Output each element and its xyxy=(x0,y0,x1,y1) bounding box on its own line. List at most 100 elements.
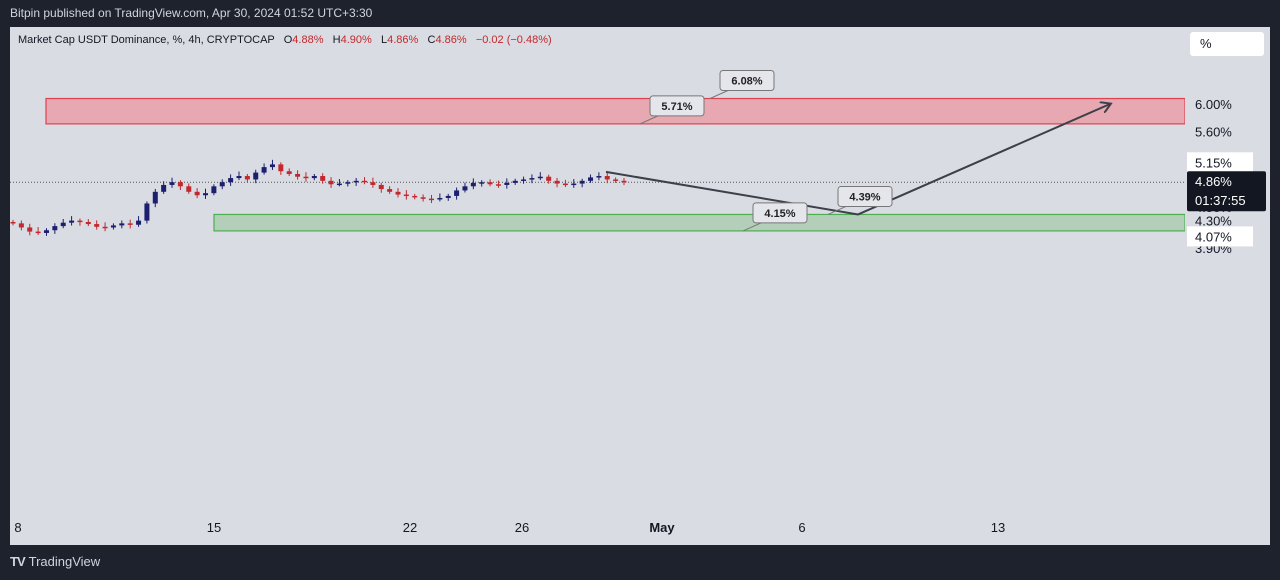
current-price-badge xyxy=(1187,171,1266,212)
candle-body xyxy=(537,176,543,179)
open-value: 4.88% xyxy=(292,34,324,46)
candle-body xyxy=(203,193,209,196)
projection-arrow xyxy=(605,104,1110,216)
candle-body xyxy=(554,180,560,184)
footer: TV TradingView xyxy=(0,545,1280,580)
candle-body xyxy=(43,230,49,233)
callout-box xyxy=(837,185,893,207)
candle-body xyxy=(52,226,58,231)
candle-body xyxy=(320,176,326,181)
current-price-value: 4.86% xyxy=(1195,174,1232,189)
x-tick-label: 8 xyxy=(14,520,21,535)
candle-body xyxy=(353,180,359,183)
callout-pointer xyxy=(742,222,762,232)
candle-body xyxy=(504,182,510,185)
low-label: L xyxy=(381,34,388,46)
candle-body xyxy=(18,223,24,228)
open-label: O xyxy=(283,34,293,46)
symbol-name: Market Cap USDT Dominance, %, 4h, CRYPTO… xyxy=(18,34,275,46)
candle-body xyxy=(437,197,443,200)
candle-body xyxy=(278,164,284,172)
x-tick-label: 22 xyxy=(403,520,417,535)
candle-body xyxy=(362,180,368,183)
candle-body xyxy=(303,176,309,179)
candle-body xyxy=(328,180,334,185)
candle-body xyxy=(596,176,602,178)
x-tick-label: 6 xyxy=(798,520,805,535)
candle-body xyxy=(412,195,418,198)
tradingview-brand[interactable]: TV TradingView xyxy=(10,554,100,569)
candle-body xyxy=(571,183,577,186)
price-axis[interactable]: 6.00%5.60%4.50%4.30%3.90%High5.15%Low4.0… xyxy=(1185,27,1270,545)
y-tick-label: 5.60% xyxy=(1195,124,1232,139)
publish-header: Bitpin published on TradingView.com, Apr… xyxy=(0,0,1280,27)
candle-body xyxy=(336,183,342,186)
candle-body xyxy=(420,197,426,199)
candle-body xyxy=(403,194,409,197)
y-tick-label: 4.30% xyxy=(1195,214,1232,229)
candle-body xyxy=(588,177,594,181)
candle-body xyxy=(228,178,234,183)
callout-label: 5.71% xyxy=(661,101,692,113)
low-marker-value: 4.07% xyxy=(1195,229,1232,244)
candle-body xyxy=(479,182,485,184)
candle-body xyxy=(613,179,619,181)
callout-label: 6.08% xyxy=(731,76,762,88)
candle-body xyxy=(604,176,610,180)
x-tick-label: 13 xyxy=(991,520,1005,535)
candle-body xyxy=(579,180,585,184)
candle-body xyxy=(521,179,527,181)
brand-name: TradingView xyxy=(28,554,101,569)
callout-pointer xyxy=(709,90,729,99)
candle-body xyxy=(144,203,150,221)
high-marker-value: 5.15% xyxy=(1195,155,1232,170)
candle-body xyxy=(35,231,41,234)
tradingview-logo-icon: TV xyxy=(10,554,26,569)
candle-body xyxy=(27,227,33,232)
candle-body xyxy=(621,180,627,183)
percent-scale-button[interactable]: % xyxy=(1190,32,1264,56)
candle-body xyxy=(261,167,267,173)
candle-body xyxy=(244,176,250,180)
candle-body xyxy=(219,182,225,187)
candle-body xyxy=(152,191,158,204)
candle-body xyxy=(546,176,552,181)
candle-body xyxy=(295,173,301,177)
candle-body xyxy=(445,195,451,198)
publish-info: Bitpin published on TradingView.com, Apr… xyxy=(10,6,373,20)
candle-body xyxy=(85,221,91,225)
candle-body xyxy=(487,182,493,185)
low-marker-value-bg xyxy=(1187,226,1253,247)
candle-body xyxy=(186,186,192,192)
price-chart[interactable]: 6.08% 5.71% 4.39% 4.15% 8 15 22 26 May 6 13 xyxy=(10,27,1185,545)
candle-body xyxy=(236,176,242,179)
candle-body xyxy=(462,186,468,191)
y-tick-label: 6.00% xyxy=(1195,97,1232,112)
candle-body xyxy=(253,172,259,180)
candle-body xyxy=(194,191,200,196)
candle-body xyxy=(269,164,275,168)
candle-body xyxy=(94,224,100,227)
candle-body xyxy=(286,171,292,174)
support-zone xyxy=(213,213,1185,232)
candle-body xyxy=(110,225,116,228)
candle-body xyxy=(161,184,167,192)
candle-body xyxy=(345,182,351,184)
candle-body xyxy=(529,178,535,180)
symbol-legend: Market Cap USDT Dominance, %, 4h, CRYPTO… xyxy=(18,34,552,46)
candle-body xyxy=(60,222,66,227)
candle-body xyxy=(470,182,476,187)
high-label: H xyxy=(332,34,341,46)
resistance-zone xyxy=(45,97,1185,125)
callout-pointer xyxy=(827,205,847,215)
candle-body xyxy=(512,180,518,183)
callout-label: 4.15% xyxy=(764,208,795,220)
candle-body xyxy=(370,182,376,185)
candle-body xyxy=(495,184,501,186)
close-value: 4.86% xyxy=(435,34,467,46)
chart-frame[interactable]: 6.08% 5.71% 4.39% 4.15% 8 15 22 26 May 6 13 6.00% 5… xyxy=(10,27,1270,545)
candle-body xyxy=(378,184,384,190)
high-value: 4.90% xyxy=(340,34,372,46)
x-tick-label: 15 xyxy=(207,520,221,535)
candle-body xyxy=(169,182,175,185)
